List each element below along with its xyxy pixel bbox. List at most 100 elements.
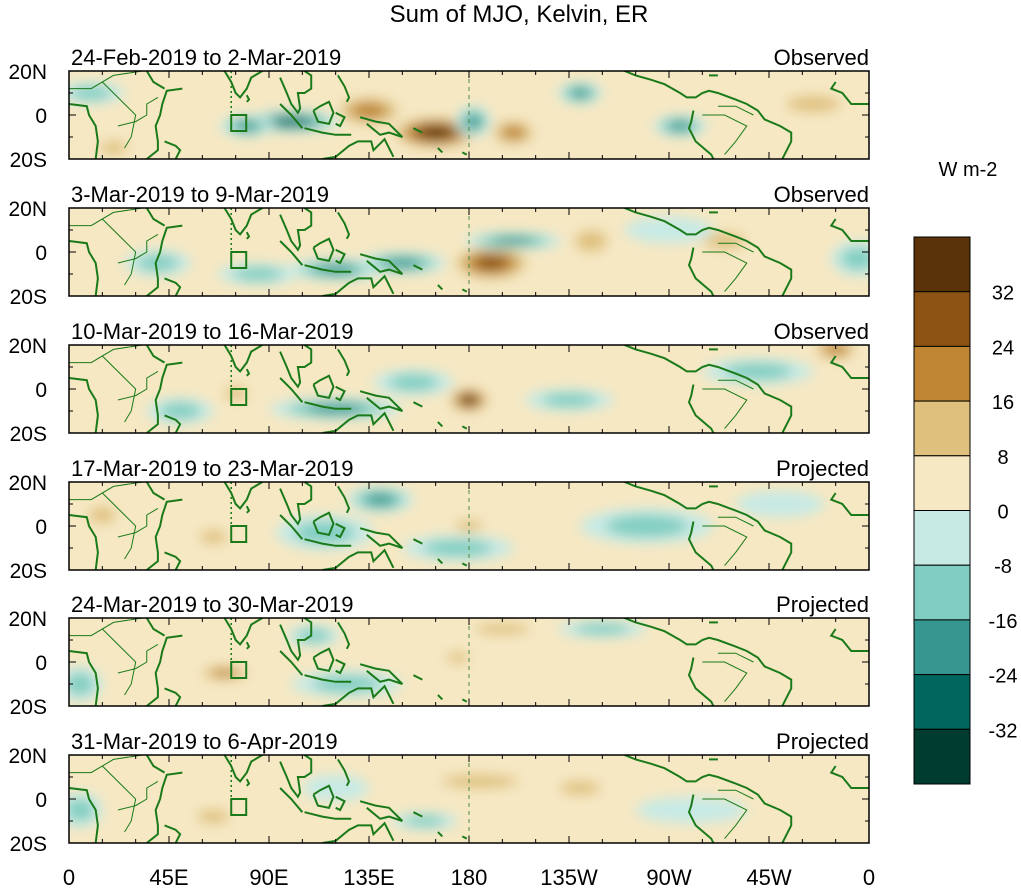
coastline bbox=[687, 521, 715, 570]
coastline bbox=[145, 71, 166, 90]
anomaly-contour bbox=[274, 117, 309, 126]
x-axis: 0 45E 90E 135E 180 135W 90W 45W 0 bbox=[63, 865, 875, 889]
coastline bbox=[322, 548, 395, 570]
x-tick-label: 45E bbox=[149, 865, 188, 889]
coastline bbox=[279, 618, 313, 662]
anomaly-contour bbox=[541, 393, 597, 407]
panel-1: 20N 0 20S 24-Feb-2019 to 2-Mar-2019 Observed bbox=[8, 45, 870, 172]
coastline bbox=[437, 831, 444, 838]
coastline bbox=[69, 240, 99, 296]
coastline bbox=[304, 127, 352, 136]
coastline bbox=[146, 361, 183, 433]
coastline bbox=[461, 151, 468, 156]
coastline bbox=[437, 558, 444, 565]
anomaly-contour bbox=[501, 125, 526, 140]
coastline bbox=[437, 694, 444, 701]
anomaly-contour bbox=[199, 530, 228, 544]
anomaly-contour bbox=[574, 623, 630, 635]
coastline bbox=[624, 208, 793, 296]
anomaly-contour bbox=[224, 386, 247, 401]
colorbar-swatch bbox=[913, 674, 971, 730]
y-tick-label: 0 bbox=[35, 105, 47, 128]
border bbox=[702, 114, 748, 155]
coastline bbox=[413, 401, 423, 408]
panel-status: Projected bbox=[776, 456, 869, 481]
anomaly-contour bbox=[137, 254, 179, 272]
anomaly-contour bbox=[574, 230, 608, 252]
coastline bbox=[245, 641, 251, 650]
coastline bbox=[146, 634, 183, 706]
coastline bbox=[145, 755, 166, 774]
panel-status: Observed bbox=[774, 45, 869, 70]
y-tick-label: 20S bbox=[10, 149, 47, 172]
y-tick-label: 0 bbox=[35, 789, 47, 812]
anomaly-contour bbox=[365, 493, 395, 506]
coastline bbox=[245, 368, 251, 377]
y-tick-label: 0 bbox=[35, 652, 47, 675]
coastline bbox=[829, 355, 869, 379]
border bbox=[117, 370, 159, 401]
coastline bbox=[359, 800, 404, 822]
panel-date-range: 31-Mar-2019 to 6-Apr-2019 bbox=[71, 729, 338, 754]
x-tick-label: 0 bbox=[863, 865, 875, 889]
border bbox=[69, 71, 143, 90]
anomaly-contour bbox=[423, 539, 493, 557]
border bbox=[717, 652, 754, 663]
panel-6: 20N 0 20S 31-Mar-2019 to 6-Apr-2019 Projecte… bbox=[8, 729, 870, 856]
panel-3: 20N 0 20S 10-Mar-2019 to 16-Mar-2019 Observe… bbox=[8, 319, 870, 446]
coastline bbox=[279, 345, 313, 389]
coastline bbox=[279, 103, 304, 129]
colorbar-tick-label: -8 bbox=[994, 556, 1012, 578]
coastline bbox=[279, 514, 304, 540]
coastline bbox=[359, 390, 404, 412]
y-tick-label: 20N bbox=[8, 335, 47, 358]
colorbar-tick-label: 32 bbox=[992, 283, 1014, 305]
panel-date-range: 17-Mar-2019 to 23-Mar-2019 bbox=[71, 456, 353, 481]
coastline bbox=[312, 784, 335, 809]
border bbox=[702, 388, 748, 429]
coastline bbox=[164, 140, 182, 159]
coastline bbox=[359, 527, 404, 549]
coastline bbox=[687, 247, 715, 296]
coastline bbox=[304, 674, 352, 683]
colorbar-swatch bbox=[913, 728, 971, 785]
border bbox=[717, 379, 754, 390]
border bbox=[69, 755, 143, 774]
coastline bbox=[461, 425, 468, 430]
coastline bbox=[164, 277, 182, 296]
coastline bbox=[413, 811, 423, 818]
coastline bbox=[145, 618, 166, 637]
anomaly-contour bbox=[823, 345, 848, 356]
coastline bbox=[279, 755, 313, 799]
panel-4: 20N 0 20S 17-Mar-2019 to 23-Mar-2019 Project… bbox=[8, 456, 870, 583]
coastline bbox=[413, 674, 423, 681]
region-box bbox=[230, 388, 248, 406]
colorbar: W m-2 32 24 16 8 0 -8 -16 -24 -32 bbox=[913, 159, 1017, 785]
anomaly-contour bbox=[99, 141, 128, 155]
coastline bbox=[146, 498, 183, 570]
coastline bbox=[312, 237, 335, 262]
coastline bbox=[245, 778, 251, 787]
y-tick-label: 20N bbox=[8, 608, 47, 631]
y-tick-label: 20N bbox=[8, 472, 47, 495]
region-box bbox=[230, 661, 248, 679]
coastline bbox=[461, 288, 468, 293]
colorbar-swatch bbox=[913, 455, 971, 511]
panel-date-range: 24-Feb-2019 to 2-Mar-2019 bbox=[71, 45, 341, 70]
anomaly-contour bbox=[462, 396, 476, 404]
coastline bbox=[304, 401, 352, 410]
coastline bbox=[322, 684, 395, 706]
border bbox=[702, 798, 748, 839]
anomaly-contour bbox=[635, 796, 747, 824]
coastline bbox=[829, 628, 869, 652]
coastline bbox=[624, 618, 793, 706]
coastline bbox=[337, 758, 351, 787]
panel-status: Observed bbox=[774, 319, 869, 344]
anomaly-contour bbox=[88, 506, 117, 524]
coastline bbox=[337, 74, 351, 103]
colorbar-swatch bbox=[913, 510, 971, 566]
border bbox=[69, 208, 143, 227]
colorbar-swatch bbox=[913, 236, 971, 293]
coastlines bbox=[69, 71, 869, 159]
coastline bbox=[829, 218, 869, 242]
